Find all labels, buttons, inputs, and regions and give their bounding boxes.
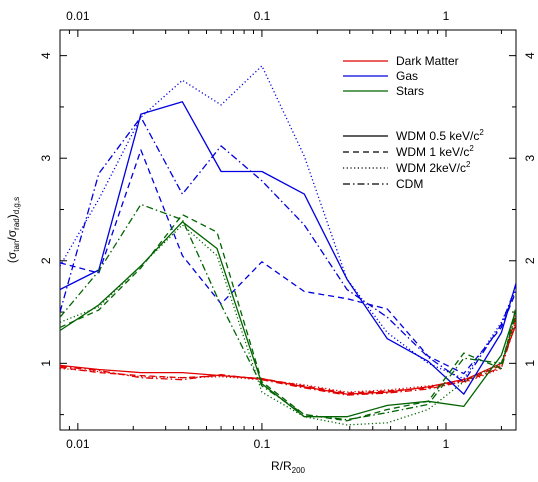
series-line-dm-dashdot	[60, 322, 516, 396]
series-line-gas-dashed	[60, 149, 516, 375]
series-line-gas-solid	[60, 101, 516, 395]
y-tick-label-left: 1	[39, 360, 53, 367]
legend-label-wdm-05: WDM 0.5 keV/c2	[396, 128, 484, 143]
y-tick-label-left: 2	[39, 257, 53, 264]
y-tick-label-left: 4	[39, 52, 53, 59]
y-tick-label-right: 3	[523, 155, 537, 162]
series-lines	[60, 65, 516, 426]
legend-models: WDM 0.5 keV/c2 WDM 1 keV/c2 WDM 2keV/c2 …	[343, 128, 484, 191]
series-line-gas-dashdot	[60, 116, 516, 383]
x-tick-label-top: 0.1	[254, 9, 271, 23]
y-tick-label-right: 4	[523, 52, 537, 59]
legend-label-wdm-1: WDM 1 keV/c2	[396, 144, 474, 159]
series-line-gas-dotted	[60, 65, 516, 380]
x-tick-label-bottom: 1	[443, 437, 450, 451]
legend-label-stars: Stars	[396, 84, 424, 98]
x-tick-label-top: 1	[443, 9, 450, 23]
series-line-stars-dashdot	[60, 203, 516, 421]
x-tick-label-top: 0.01	[66, 9, 90, 23]
plot-frame	[59, 29, 517, 431]
series-line-dm-solid	[60, 324, 516, 395]
y-axis-label: (σtan/σrad)d,g,s	[5, 197, 21, 263]
y-tick-label-right: 1	[523, 360, 537, 367]
series-line-dm-dashed	[60, 317, 516, 394]
x-axis-label: R/R200	[271, 459, 306, 475]
legend-label-cdm: CDM	[396, 177, 423, 191]
series-line-stars-dashed	[60, 213, 516, 422]
series-line-stars-dotted	[60, 224, 516, 426]
legend-label-gas: Gas	[396, 69, 418, 83]
series-line-dm-dotted	[60, 311, 516, 393]
y-tick-label-right: 2	[523, 257, 537, 264]
axis-ticks: 0.01 0.01 0.1 0.1 1 1 1 1 2 2 3 3 4 4	[39, 9, 537, 451]
series-line-stars-solid	[60, 221, 516, 418]
legend-label-dark-matter: Dark Matter	[396, 54, 459, 68]
y-tick-label-left: 3	[39, 155, 53, 162]
x-tick-label-bottom: 0.1	[254, 437, 271, 451]
x-tick-label-bottom: 0.01	[66, 437, 90, 451]
legend-components: Dark Matter Gas Stars	[343, 54, 459, 98]
legend-label-wdm-2: WDM 2keV/c2	[396, 160, 471, 175]
